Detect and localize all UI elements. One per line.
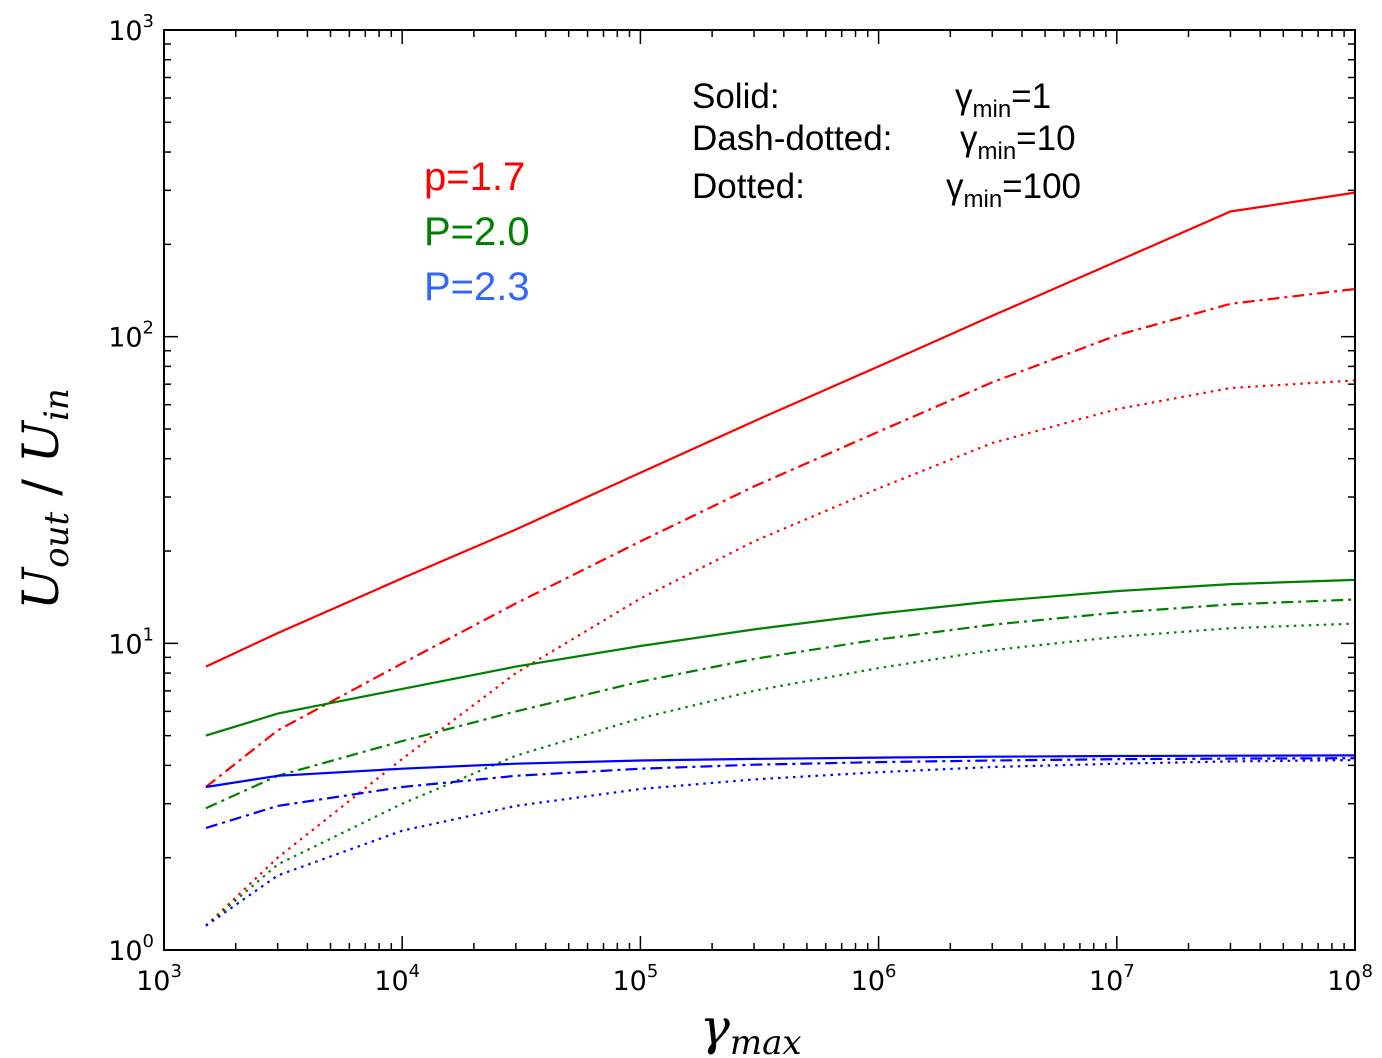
series-line-8 [205, 759, 1356, 927]
annotation-dotted-label: Dotted: [692, 167, 805, 206]
series-line-2 [205, 379, 1356, 927]
legend-entry-p23: P=2.3 [424, 265, 530, 309]
series-line-7 [205, 757, 1356, 830]
series-layer [205, 191, 1356, 927]
x-tick-label: 106 [851, 961, 897, 997]
legend-entry-p20: P=2.0 [424, 210, 530, 254]
series-line-5 [205, 622, 1356, 927]
x-tick-label: 105 [612, 961, 658, 997]
annotation-solid-label: Solid: [692, 77, 780, 116]
x-tick-label: 103 [136, 961, 182, 997]
series-line-6 [205, 754, 1356, 789]
y-tick-label: 102 [108, 318, 154, 354]
series-line-1 [205, 287, 1356, 788]
x-tick-label: 107 [1089, 961, 1135, 997]
y-tick-label: 103 [108, 11, 154, 47]
series-line-4 [205, 598, 1356, 810]
y-tick-label: 100 [108, 931, 154, 967]
annotation-dashdot-label: Dash-dotted: [692, 119, 892, 158]
x-tick-label: 104 [374, 961, 420, 997]
tick-labels-layer: 103 104 105 106 107 108 100 101 102 103 [108, 11, 1373, 997]
y-tick-label: 101 [108, 624, 154, 660]
y-axis-label: Uout / Uin [12, 388, 77, 610]
annotation-dashdot-value: γmin=10 [960, 119, 1076, 165]
plot-frame [163, 29, 1356, 951]
ticks-layer [163, 30, 1355, 951]
series-line-3 [205, 578, 1356, 737]
annotation-dotted-value: γmin=100 [946, 167, 1081, 213]
annotation-solid-value: γmin=1 [955, 77, 1051, 123]
legend-entry-p17: p=1.7 [424, 155, 525, 199]
style-annotation: Solid: γmin=1 Dash-dotted: γmin=10 Dotte… [692, 77, 1081, 213]
x-tick-label: 108 [1327, 961, 1373, 997]
legend: p=1.7 P=2.0 P=2.3 [424, 155, 530, 309]
x-axis-label: γmax [700, 998, 802, 1058]
series-line-0 [205, 191, 1356, 668]
